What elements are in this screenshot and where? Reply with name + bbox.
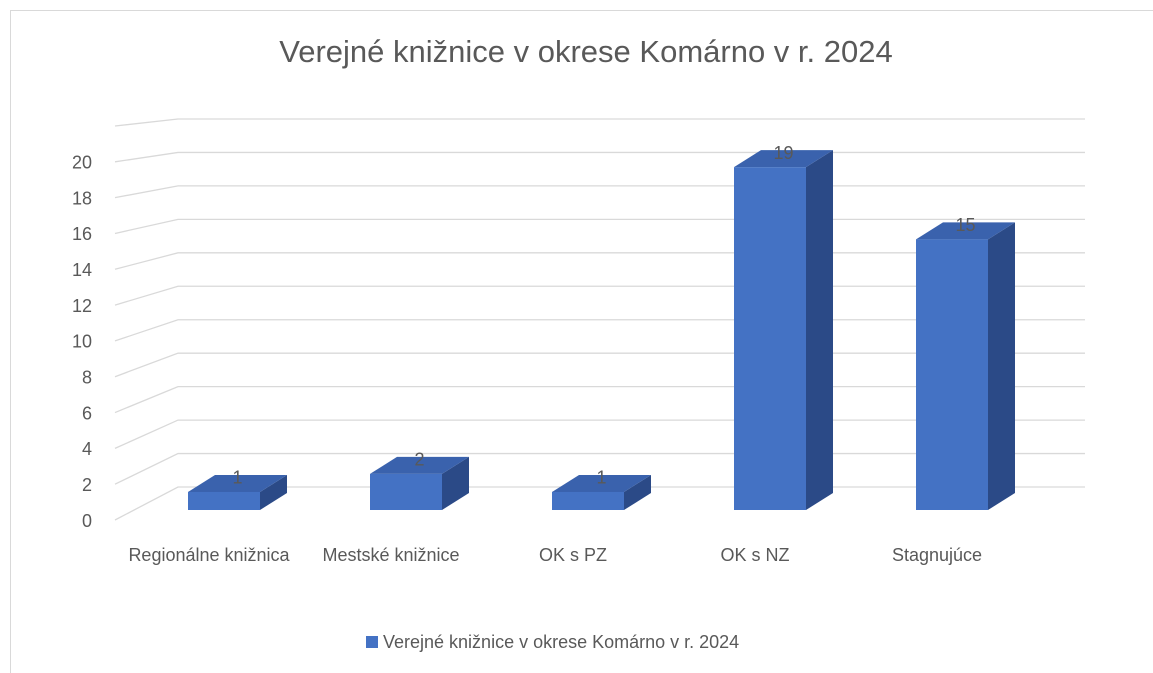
y-tick-label: 4 <box>82 439 92 459</box>
bar-top <box>370 456 469 474</box>
data-label: 15 <box>955 215 975 235</box>
bar-side <box>988 222 1015 510</box>
y-tick-label: 10 <box>72 332 92 352</box>
y-tick-label: 2 <box>82 475 92 495</box>
data-label: 19 <box>773 143 793 163</box>
bar-side <box>260 474 287 510</box>
data-label: 1 <box>596 468 606 488</box>
y-tick-label: 12 <box>72 296 92 316</box>
bar <box>916 239 988 510</box>
y-tick-label: 8 <box>82 367 92 387</box>
legend-label: Verejné knižnice v okrese Komárno v r. 2… <box>383 632 739 652</box>
data-label: 1 <box>232 468 242 488</box>
axis-frame <box>114 118 1085 127</box>
data-label: 2 <box>414 450 424 470</box>
grid-line <box>114 185 1085 199</box>
y-tick-label: 0 <box>82 511 92 531</box>
x-tick-label: Stagnujúce <box>891 545 983 565</box>
x-tick-label: OK s PZ <box>538 545 607 565</box>
bar-top <box>916 222 1015 240</box>
chart-title: Verejné knižnice v okrese Komárno v r. 2… <box>279 34 892 69</box>
y-tick-label: 16 <box>72 224 92 244</box>
bar-top <box>552 474 651 492</box>
bar <box>188 491 260 510</box>
bar <box>552 491 624 510</box>
x-tick-label: Mestské knižnice <box>322 545 460 565</box>
bar <box>734 167 806 511</box>
chart-border <box>10 10 1153 673</box>
y-tick-label: 18 <box>72 188 92 208</box>
bar-top <box>188 474 287 492</box>
bar <box>370 473 442 510</box>
x-tick-label: Regionálne knižnica <box>128 545 290 565</box>
x-tick-label: OK s NZ <box>720 545 790 565</box>
legend-swatch <box>366 636 378 648</box>
bar-side <box>624 474 651 510</box>
grid-line <box>114 151 1085 163</box>
bar-side <box>806 150 833 511</box>
y-tick-label: 6 <box>82 403 92 423</box>
y-tick-label: 14 <box>72 260 92 280</box>
bar-top <box>734 150 833 168</box>
y-tick-label: 20 <box>72 153 92 173</box>
bar-side <box>442 456 469 510</box>
